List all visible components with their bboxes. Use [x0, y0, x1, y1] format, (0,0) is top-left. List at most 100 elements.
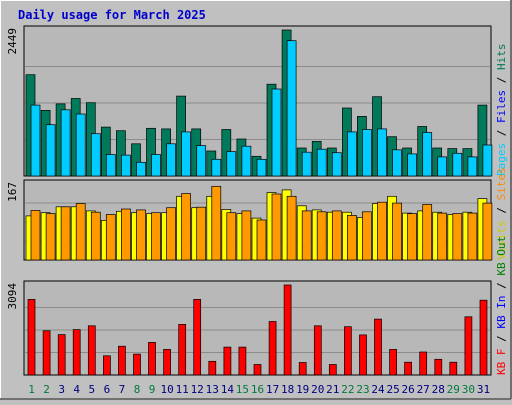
bar-pages	[437, 156, 448, 177]
bar-sites	[467, 212, 478, 261]
bar-sites	[30, 210, 41, 261]
day-labels: 1 2 3 4 5 6 7 8 9 10 11 12 13 14 15 16 17 18 19 20 21 22 23 24 2…	[28, 383, 490, 396]
day-label: 25	[386, 383, 399, 396]
day-label: 5	[88, 383, 95, 396]
bar-pages	[181, 131, 191, 177]
day-label: 19	[296, 383, 309, 396]
plot-area	[23, 280, 492, 376]
bar-pages	[331, 152, 342, 177]
bar-hits	[477, 104, 488, 177]
bar-pages	[347, 131, 357, 177]
day-label: 11	[176, 383, 189, 396]
bar-hits	[131, 143, 141, 177]
bar-kb-f	[464, 316, 473, 376]
legend-entry: /	[495, 329, 508, 349]
bar-pages	[377, 128, 387, 177]
bar-pages	[30, 104, 41, 177]
bar-kb-f	[283, 284, 292, 376]
bar-pages	[256, 158, 267, 177]
bar-pages	[316, 148, 327, 177]
bar-pages	[60, 109, 71, 177]
y-max-label: 2449	[6, 28, 19, 55]
bar-kb-f	[193, 299, 202, 376]
bar-pages	[271, 88, 282, 177]
day-label: 28	[432, 383, 445, 396]
day-label: 16	[251, 383, 264, 396]
bar-sites	[301, 210, 312, 261]
day-label: 15	[236, 383, 249, 396]
day-label: 6	[104, 383, 111, 396]
bar-kb-f	[223, 346, 232, 376]
bar-pages	[467, 156, 478, 177]
bar-kb-f	[163, 349, 171, 376]
bar-kb-f	[344, 326, 352, 376]
bar-pages	[166, 143, 176, 177]
legend-entry: /	[495, 276, 508, 296]
bar-sites	[75, 203, 86, 261]
bar-kb-f	[133, 353, 141, 376]
legend-entry: KB F	[495, 349, 508, 376]
day-label: 22	[341, 383, 354, 396]
bar-kb-f	[359, 334, 367, 376]
legend-entry: Visits	[495, 220, 508, 260]
bar-kb-f	[479, 299, 488, 376]
bar-kb-f	[118, 345, 126, 376]
bar-kb-f	[389, 349, 397, 376]
panel-hits-files-pages: 2449 Pages / Files / Hits	[6, 25, 508, 177]
bar-pages	[226, 151, 237, 177]
bar-kb-f	[328, 364, 337, 376]
bar-pages	[196, 145, 207, 177]
legend-entry: KB In	[495, 296, 508, 329]
bar-pages	[407, 153, 417, 177]
bar-pages	[241, 145, 252, 177]
day-label: 20	[311, 383, 324, 396]
day-label: 18	[281, 383, 294, 396]
y-max-label: 167	[6, 182, 19, 202]
bar-kb-f	[57, 334, 66, 376]
bar-sites	[196, 206, 207, 261]
day-label: 10	[160, 383, 173, 396]
day-label: 8	[134, 383, 141, 396]
bar-kb-f	[404, 361, 412, 376]
day-label: 24	[371, 383, 385, 396]
chart-panels: 2449 Pages / Files / Hits 167 Visits / Site…	[6, 25, 508, 376]
day-label: 4	[73, 383, 80, 396]
bar-kb-f	[434, 358, 443, 376]
bar-sites	[316, 211, 327, 261]
bar-pages	[482, 144, 493, 177]
bar-kb-f	[374, 318, 382, 376]
day-label: 30	[462, 383, 475, 396]
bar-kb-f	[208, 360, 217, 376]
bar-kb-f	[268, 321, 277, 376]
bar-kb-f	[313, 325, 322, 376]
bar-pages	[136, 161, 146, 177]
legend-entry: Sites	[495, 167, 508, 200]
panel-visits-sites: 167 Visits / Sites	[6, 167, 508, 261]
bar-pages	[211, 158, 222, 177]
legend-bottom: KB F / KB In / KB Out	[495, 236, 508, 375]
day-label: 21	[326, 383, 339, 396]
bar-sites	[181, 193, 191, 261]
bar-sites	[241, 210, 252, 261]
bar-kb-f	[253, 364, 262, 376]
bar-sites	[136, 209, 146, 261]
legend-entry: /	[495, 123, 508, 143]
bar-kb-f	[27, 299, 36, 376]
day-label: 27	[417, 383, 430, 396]
bar-sites	[271, 193, 282, 261]
y-max-label: 3094	[6, 283, 19, 310]
bar-pages	[286, 40, 297, 177]
bar-sites	[347, 215, 357, 261]
bar-sites	[286, 195, 297, 261]
bar-sites	[166, 207, 176, 261]
bar-pages	[151, 154, 161, 177]
day-label: 26	[401, 383, 414, 396]
bar-sites	[45, 213, 56, 261]
bar-kb-f	[148, 342, 156, 376]
day-label: 23	[356, 383, 369, 396]
day-label: 1	[28, 383, 35, 396]
bar-pages	[105, 154, 116, 177]
day-label: 12	[191, 383, 204, 396]
